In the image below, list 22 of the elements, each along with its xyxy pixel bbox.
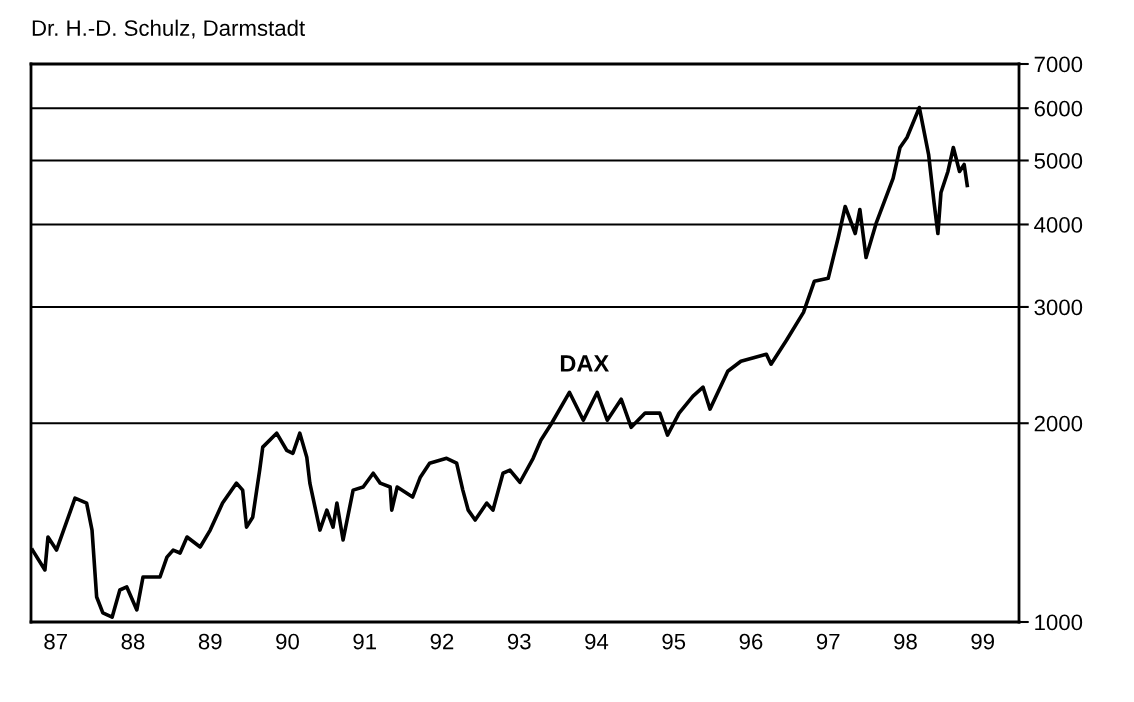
x-tick-label: 93 <box>507 633 531 650</box>
x-tick-label: 87 <box>44 633 67 650</box>
y-tick-label: 4000 <box>1034 217 1083 233</box>
y-tick-label: 2000 <box>1034 415 1083 432</box>
text: Dr. H.-D. Schulz, Darmstadt <box>32 19 305 39</box>
x-tick-label: 97 <box>816 633 840 650</box>
x-tick-label: 92 <box>430 633 454 650</box>
series-label: DAX <box>560 355 609 372</box>
y-tick-label: 7000 <box>1034 56 1083 73</box>
y-tick-label: 6000 <box>1034 100 1083 117</box>
y-tick-label: 3000 <box>1034 299 1083 316</box>
x-tick-label: 89 <box>198 633 222 650</box>
x-tick-label: 90 <box>276 633 299 650</box>
x-tick-label: 96 <box>739 633 763 650</box>
x-tick-label: 98 <box>894 633 917 650</box>
x-tick-label: 91 <box>353 633 376 650</box>
y-tick-label: 1000 <box>1035 614 1083 631</box>
x-tick-label: 95 <box>662 633 686 650</box>
x-tick-label: 88 <box>121 633 145 650</box>
x-tick-label: 94 <box>585 633 609 650</box>
x-tick-label: 99 <box>971 633 994 650</box>
y-tick-label: 5000 <box>1034 153 1083 169</box>
